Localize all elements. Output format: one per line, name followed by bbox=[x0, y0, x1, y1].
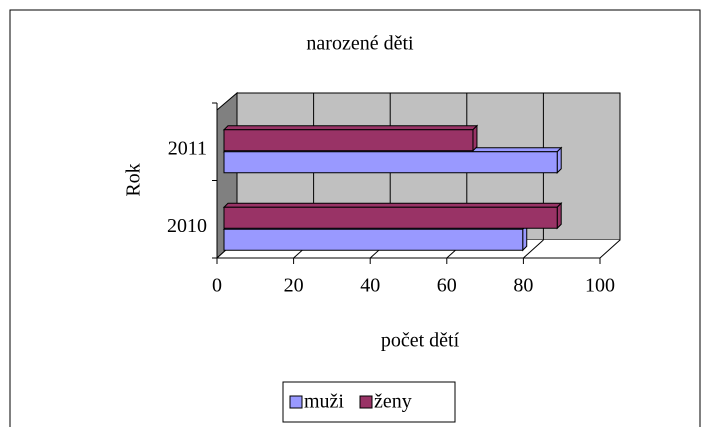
y-tick-label: 2010 bbox=[167, 215, 207, 237]
bar bbox=[222, 224, 528, 252]
bar-face bbox=[522, 224, 528, 252]
x-tick-label: 20 bbox=[284, 275, 304, 297]
chart-title: narozené děti bbox=[306, 33, 414, 55]
grid-line bbox=[523, 239, 544, 259]
bar-face bbox=[556, 146, 562, 174]
legend-swatch bbox=[359, 395, 373, 409]
x-axis-title: počet dětí bbox=[381, 330, 460, 352]
bar-face bbox=[472, 124, 478, 152]
y-axis-title: Rok bbox=[123, 163, 145, 196]
bar bbox=[222, 146, 563, 174]
legend-label: ženy bbox=[374, 391, 412, 413]
bar-face bbox=[222, 125, 479, 131]
y-tick-label: 2011 bbox=[168, 137, 207, 159]
bar-face bbox=[223, 206, 558, 229]
bar-face bbox=[223, 151, 558, 174]
bar bbox=[222, 202, 563, 230]
bar-face bbox=[223, 129, 474, 152]
grid-line bbox=[599, 239, 621, 259]
x-tick-label: 100 bbox=[585, 275, 615, 297]
x-tick-label: 40 bbox=[360, 275, 380, 297]
bar bbox=[222, 124, 479, 152]
x-tick-label: 80 bbox=[513, 275, 533, 297]
legend-swatch bbox=[289, 395, 303, 409]
x-tick-label: 0 bbox=[212, 275, 222, 297]
legend-label: muži bbox=[304, 391, 344, 413]
bar-face bbox=[223, 228, 524, 251]
x-tick-label: 60 bbox=[437, 275, 457, 297]
bar-face bbox=[556, 202, 562, 230]
bar-face bbox=[222, 202, 563, 208]
